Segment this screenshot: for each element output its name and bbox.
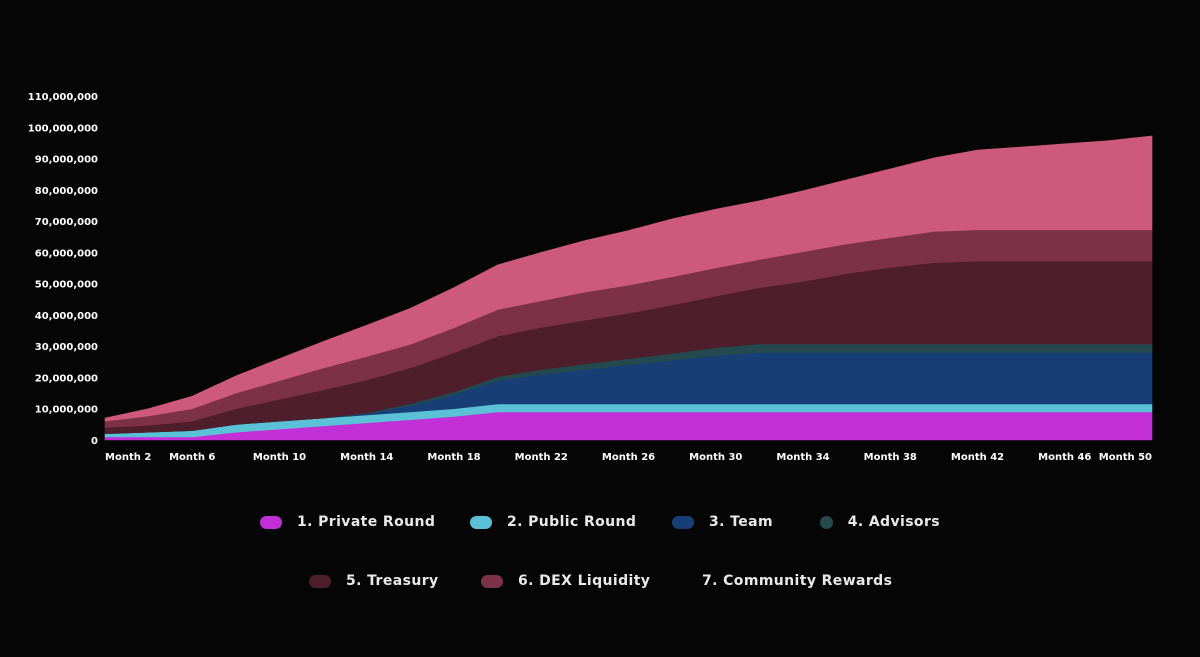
legend-swatch-private-round — [260, 515, 282, 529]
legend-label-private-round: 1. Private Round — [297, 514, 436, 530]
x-axis: Month 2 Month 6 Month 10 Month 14 Month 18 Mo… — [105, 452, 1152, 463]
x-tick-label: Month 42 — [951, 452, 1004, 463]
y-tick-label: 80,000,000 — [35, 186, 98, 197]
y-tick-label: 70,000,000 — [35, 217, 98, 228]
x-tick-label: Month 2 — [105, 452, 151, 463]
legend-label-public-round: 2. Public Round — [507, 514, 637, 530]
y-tick-label: 20,000,000 — [35, 373, 98, 384]
legend-item-advisors: 4. Advisors — [820, 514, 940, 530]
y-tick-label: 60,000,000 — [35, 248, 98, 259]
x-tick-label: Month 6 — [169, 452, 215, 463]
x-tick-label: Month 30 — [689, 452, 742, 463]
legend-swatch-team — [672, 515, 694, 529]
x-tick-label: Month 22 — [515, 452, 568, 463]
legend-label-dex-liquidity: 6. DEX Liquidity — [518, 573, 651, 589]
x-tick-label: Month 26 — [602, 452, 655, 463]
x-tick-label: Month 50 — [1099, 452, 1152, 463]
x-tick-label: Month 14 — [340, 452, 393, 463]
x-tick-label: Month 38 — [864, 452, 917, 463]
legend-swatch-advisors — [820, 515, 833, 529]
y-tick-label: 50,000,000 — [35, 280, 98, 291]
legend-swatch-dex-liquidity — [481, 574, 503, 588]
legend-row-1: 1. Private Round 2. Public Round 3. Team… — [0, 514, 1200, 530]
x-tick-label: Month 18 — [427, 452, 480, 463]
y-tick-label: 10,000,000 — [35, 405, 98, 416]
y-tick-label: 30,000,000 — [35, 342, 98, 353]
legend-label-advisors: 4. Advisors — [847, 514, 940, 530]
legend-row-2: 5. Treasury 6. DEX Liquidity 7. Communit… — [0, 573, 1200, 589]
legend-swatch-treasury — [309, 574, 331, 588]
legend-label-treasury: 5. Treasury — [346, 573, 439, 589]
legend-swatch-public-round — [470, 515, 492, 529]
legend-item-public-round: 2. Public Round — [470, 514, 672, 530]
area-series-7 — [104, 135, 1153, 422]
x-tick-label: Month 10 — [253, 452, 306, 463]
legend-label-team: 3. Team — [709, 514, 773, 530]
legend-label-community-rewards: 7. Community Rewards — [702, 573, 893, 589]
x-tick-label: Month 34 — [776, 452, 829, 463]
y-tick-label: 110,000,000 — [28, 92, 98, 103]
y-tick-label: 40,000,000 — [35, 311, 98, 322]
y-axis: 0 10,000,000 20,000,000 30,000,000 40,000,00… — [28, 92, 98, 447]
y-tick-label: 90,000,000 — [35, 155, 98, 166]
legend-item-treasury: 5. Treasury — [309, 573, 481, 589]
legend-item-dex-liquidity: 6. DEX Liquidity — [481, 573, 687, 589]
area-series-group — [104, 135, 1153, 441]
legend-item-community-rewards: 7. Community Rewards — [687, 573, 893, 589]
x-tick-label: Month 46 — [1038, 452, 1091, 463]
y-tick-label: 100,000,000 — [28, 123, 98, 134]
legend-item-private-round: 1. Private Round — [260, 514, 470, 530]
y-tick-label: 0 — [91, 436, 98, 447]
legend-item-team: 3. Team — [672, 514, 820, 530]
